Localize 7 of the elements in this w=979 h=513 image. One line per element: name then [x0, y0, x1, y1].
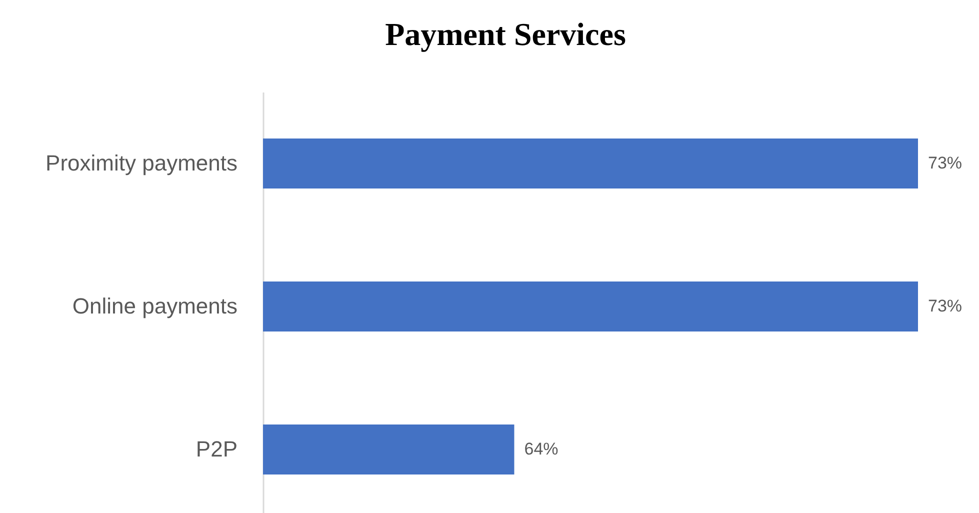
y-tick-label: Proximity payments — [46, 150, 238, 176]
data-label: 73% — [928, 296, 962, 316]
chart-title: Payment Services — [385, 16, 626, 52]
y-tick-label: P2P — [196, 436, 238, 462]
data-label: 73% — [928, 154, 962, 172]
y-tick-label: Online payments — [72, 294, 238, 318]
data-label: 64% — [524, 440, 558, 458]
